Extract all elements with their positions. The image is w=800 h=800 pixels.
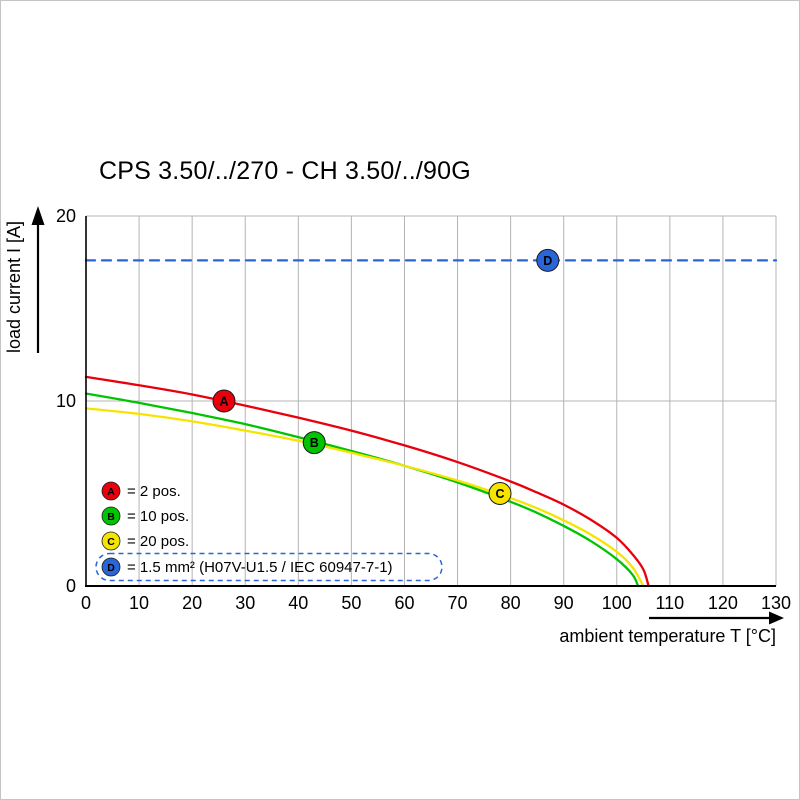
legend-item-C: C = 20 pos. (101, 531, 189, 551)
gridlines (86, 215, 777, 586)
x-tick-label: 120 (708, 593, 738, 613)
legend-key-letter: C (107, 536, 115, 548)
marker-C: C (488, 482, 512, 505)
x-tick-label: 130 (761, 593, 791, 613)
x-tick-label: 110 (655, 593, 684, 613)
chart-title: CPS 3.50/../270 - CH 3.50/../90G (99, 157, 471, 185)
curve-C (84, 407, 645, 588)
curves (84, 259, 778, 588)
curve-B (84, 392, 640, 588)
legend-label: = 2 pos. (127, 483, 181, 500)
x-tick-label: 100 (602, 593, 632, 613)
x-tick-label: 80 (501, 593, 521, 613)
x-tick-label: 10 (129, 593, 149, 613)
marker-circle (536, 248, 560, 272)
marker-D: D (536, 248, 560, 272)
marker-letter: A (219, 395, 228, 409)
marker-letter: B (310, 436, 319, 450)
x-axis-arrow (649, 611, 784, 625)
legend-key-letter: D (107, 562, 115, 574)
marker-letter: D (543, 254, 552, 268)
legend-swatch (101, 557, 121, 577)
x-tick-label: 50 (341, 593, 361, 613)
marker-circle (488, 482, 512, 505)
curve-markers: A B C D (212, 248, 560, 505)
x-tick-label: 40 (288, 593, 308, 613)
x-tick-label: 90 (554, 593, 574, 613)
marker-B: B (302, 431, 326, 455)
x-axis-label: ambient temperature T [°C] (559, 626, 776, 646)
legend-item-B: B = 10 pos. (101, 506, 189, 526)
marker-circle (302, 431, 326, 455)
y-tick-labels: 0 10 20 (56, 206, 76, 596)
marker-letter: C (495, 487, 504, 501)
x-tick-label: 20 (182, 593, 202, 613)
x-tick-label: 70 (448, 593, 468, 613)
y-tick-label: 0 (66, 576, 76, 596)
legend-item-D: D = 1.5 mm² (H07V-U1.5 / IEC 60947-7-1) (95, 552, 443, 582)
legend-swatch (101, 531, 121, 551)
y-tick-label: 20 (56, 206, 76, 226)
x-tick-label: 60 (394, 593, 414, 613)
y-axis-label: load current I [A] (4, 221, 24, 353)
legend-key-letter: B (107, 511, 115, 523)
legend-label: = 10 pos. (127, 508, 189, 525)
legend-label: = 1.5 mm² (H07V-U1.5 / IEC 60947-7-1) (127, 559, 393, 576)
legend-item-A: A = 2 pos. (101, 481, 181, 501)
x-tick-label: 0 (81, 593, 91, 613)
legend-label: = 20 pos. (127, 533, 189, 550)
legend: A = 2 pos. B = 10 pos. C = 20 pos. D = 1.5 mm² … (95, 481, 443, 582)
legend-swatch (101, 481, 121, 501)
axes (85, 216, 776, 587)
legend-key-letter: A (107, 486, 115, 498)
x-tick-label: 30 (235, 593, 255, 613)
legend-swatch (101, 506, 121, 526)
marker-circle (212, 389, 236, 413)
marker-A: A (212, 389, 236, 413)
x-tick-labels: 0 10 20 30 40 50 60 70 80 90 100 110 120 130 (81, 593, 791, 613)
y-axis-arrow (31, 206, 45, 353)
y-tick-label: 10 (56, 391, 76, 411)
